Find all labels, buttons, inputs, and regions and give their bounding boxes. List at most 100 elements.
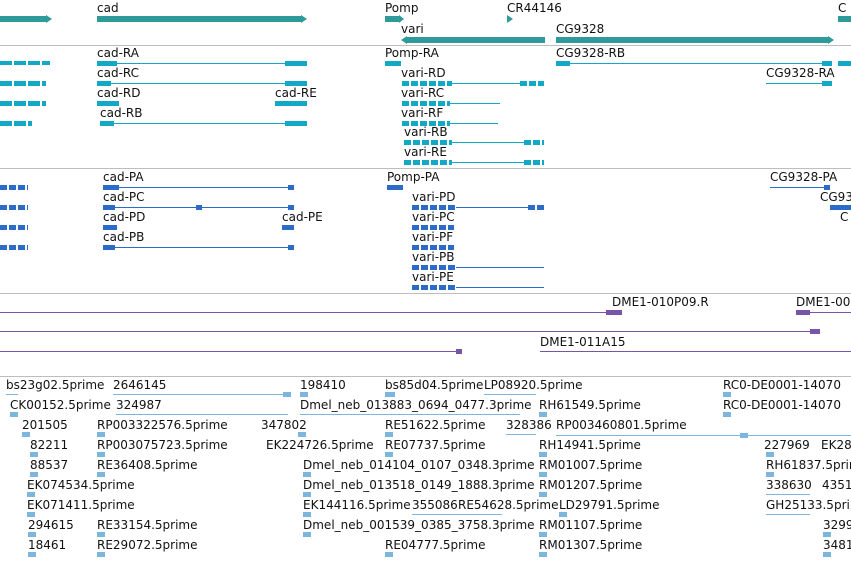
- est-label[interactable]: RH61549.5prime: [539, 398, 641, 412]
- est-feature-end[interactable]: [30, 472, 38, 477]
- mrna-label-cg9328-rb[interactable]: CG9328-RB: [556, 46, 626, 60]
- cds-label-cad-pd[interactable]: cad-PD: [103, 210, 146, 224]
- est-label[interactable]: RP003460801.5prime: [556, 418, 687, 432]
- est-label[interactable]: 294615: [28, 518, 74, 532]
- cds-exon[interactable]: [288, 185, 294, 190]
- cds-exon[interactable]: [196, 205, 202, 210]
- est-feature-end[interactable]: [27, 492, 35, 497]
- est-feature-line[interactable]: [6, 394, 18, 395]
- est-feature-end[interactable]: [27, 512, 35, 517]
- est-feature-end[interactable]: [539, 452, 547, 457]
- est-feature-end[interactable]: [22, 432, 30, 437]
- mrna-exon[interactable]: [385, 61, 401, 66]
- clone-feature-line-4[interactable]: [0, 351, 462, 352]
- est-label[interactable]: RC0-DE0001-14070: [723, 378, 841, 392]
- est-label[interactable]: EK28: [821, 438, 851, 452]
- cds-exon[interactable]: [824, 185, 830, 190]
- mrna-exon[interactable]: [285, 121, 307, 126]
- clone-feature-end[interactable]: [606, 310, 622, 315]
- mrna-exon[interactable]: [556, 61, 570, 66]
- est-feature-end[interactable]: [303, 512, 311, 517]
- est-label[interactable]: RE54628.5prime: [458, 498, 559, 512]
- est-feature-end[interactable]: [723, 392, 731, 397]
- cds-exon[interactable]: [103, 245, 115, 250]
- gene-label-vari[interactable]: vari: [401, 22, 424, 36]
- est-feature-line[interactable]: [113, 394, 291, 395]
- est-feature-end[interactable]: [823, 532, 831, 537]
- est-feature-end[interactable]: [97, 452, 105, 457]
- cds-label-vari-pd[interactable]: vari-PD: [412, 190, 456, 204]
- est-label[interactable]: RE07737.5prime: [385, 438, 486, 452]
- gene-label-cad[interactable]: cad: [97, 1, 119, 15]
- est-feature-end[interactable]: [97, 472, 105, 477]
- est-feature-end[interactable]: [303, 472, 311, 477]
- gene-feature-cad[interactable]: [97, 16, 301, 22]
- est-label[interactable]: Dmel_neb_013883_0694_0477.3prime: [300, 398, 532, 412]
- mrna-feature-left-2[interactable]: [0, 81, 46, 86]
- cds-feature-left-1[interactable]: [0, 185, 28, 190]
- est-label[interactable]: LD29791.5prime: [559, 498, 660, 512]
- cds-feature-left-3[interactable]: [0, 225, 28, 230]
- est-feature-line[interactable]: [556, 435, 851, 436]
- clone-feature-end[interactable]: [796, 310, 810, 315]
- est-feature-end[interactable]: [10, 412, 18, 417]
- mrna-feature-left-1[interactable]: [0, 61, 50, 65]
- cds-label-vari-pe[interactable]: vari-PE: [412, 270, 454, 284]
- clone-label-dme1-011a15[interactable]: DME1-011A15: [540, 335, 626, 349]
- est-label[interactable]: 3299: [823, 518, 851, 532]
- est-label[interactable]: Dmel_neb_014104_0107_0348.3prime: [303, 458, 535, 472]
- est-feature-end[interactable]: [30, 452, 38, 457]
- mrna-label-vari-rc[interactable]: vari-RC: [401, 86, 445, 100]
- mrna-label-pomp-ra[interactable]: Pomp-RA: [385, 46, 439, 60]
- clone-label-dme1-00[interactable]: DME1-00: [796, 295, 851, 309]
- est-feature-end[interactable]: [385, 432, 393, 437]
- cds-exon[interactable]: [387, 185, 403, 190]
- est-label[interactable]: 324987: [116, 398, 162, 412]
- mrna-exon[interactable]: [285, 81, 307, 86]
- mrna-exon[interactable]: [524, 140, 544, 145]
- est-feature-end[interactable]: [539, 472, 547, 477]
- est-feature-end[interactable]: [303, 532, 311, 537]
- est-feature-end[interactable]: [823, 552, 831, 557]
- est-feature-end[interactable]: [385, 392, 395, 397]
- cds-exon[interactable]: [528, 205, 544, 210]
- mrna-exon[interactable]: [404, 140, 452, 145]
- mrna-exon[interactable]: [97, 61, 117, 66]
- gene-label-c[interactable]: C: [838, 1, 847, 15]
- mrna-exon[interactable]: [97, 81, 111, 86]
- est-feature-end[interactable]: [539, 492, 547, 497]
- est-label[interactable]: 201505: [22, 418, 68, 432]
- est-label[interactable]: 4351: [822, 478, 851, 492]
- clone-feature-line-1[interactable]: [0, 312, 622, 313]
- est-label[interactable]: RM01207.5prime: [539, 478, 643, 492]
- mrna-label-vari-rb[interactable]: vari-RB: [404, 125, 448, 139]
- est-label[interactable]: Dmel_neb_001539_0385_3758.3prime: [303, 518, 535, 532]
- est-label[interactable]: CK00152.5prime: [10, 398, 111, 412]
- cds-exon[interactable]: [412, 225, 454, 230]
- mrna-label-cad-rb[interactable]: cad-RB: [100, 106, 143, 120]
- est-label[interactable]: RM01307.5prime: [539, 538, 643, 552]
- clone-feature-end[interactable]: [456, 349, 462, 354]
- cds-label-vari-pf[interactable]: vari-PF: [412, 230, 454, 244]
- est-label[interactable]: RE29072.5prime: [97, 538, 198, 552]
- mrna-exon[interactable]: [402, 81, 452, 86]
- mrna-exon[interactable]: [100, 121, 114, 126]
- cds-label-cad-pa[interactable]: cad-PA: [103, 170, 144, 184]
- mrna-exon[interactable]: [520, 81, 544, 86]
- est-feature-end[interactable]: [28, 552, 36, 557]
- cds-exon[interactable]: [412, 265, 456, 270]
- est-label[interactable]: RM01007.5prime: [539, 458, 643, 472]
- cds-label-cad-pc[interactable]: cad-PC: [103, 190, 145, 204]
- mrna-label-cad-re[interactable]: cad-RE: [275, 86, 317, 100]
- mrna-exon[interactable]: [285, 61, 307, 66]
- est-feature-end[interactable]: [283, 392, 291, 397]
- mrna-exon[interactable]: [402, 121, 450, 126]
- cds-exon[interactable]: [288, 205, 294, 210]
- est-feature-line[interactable]: [766, 514, 810, 515]
- cds-exon[interactable]: [830, 205, 851, 210]
- clone-feature-line-2[interactable]: [796, 312, 851, 313]
- est-label[interactable]: 198410: [300, 378, 346, 392]
- cds-label-pomp-pa[interactable]: Pomp-PA: [387, 170, 440, 184]
- mrna-exon[interactable]: [275, 101, 307, 106]
- mrna-feature-left-4[interactable]: [0, 121, 32, 126]
